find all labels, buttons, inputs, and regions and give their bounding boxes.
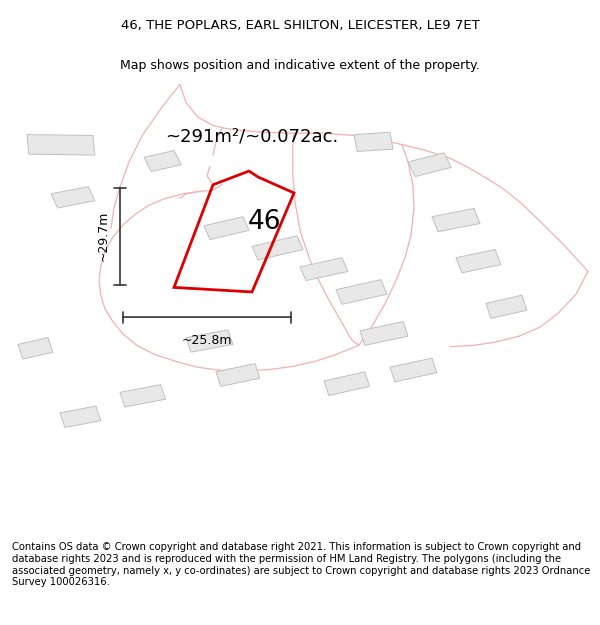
- Polygon shape: [252, 236, 303, 260]
- Polygon shape: [456, 249, 501, 272]
- Polygon shape: [324, 372, 370, 396]
- Text: ~29.7m: ~29.7m: [97, 211, 110, 261]
- Text: Map shows position and indicative extent of the property.: Map shows position and indicative extent…: [120, 59, 480, 72]
- Text: 46: 46: [247, 209, 281, 235]
- Polygon shape: [408, 152, 451, 176]
- Text: Contains OS data © Crown copyright and database right 2021. This information is : Contains OS data © Crown copyright and d…: [12, 542, 590, 587]
- Polygon shape: [120, 384, 166, 407]
- Polygon shape: [186, 330, 233, 352]
- Polygon shape: [432, 209, 480, 232]
- Polygon shape: [144, 151, 181, 171]
- Polygon shape: [300, 258, 348, 281]
- Text: ~25.8m: ~25.8m: [182, 334, 232, 348]
- Polygon shape: [18, 338, 53, 359]
- Polygon shape: [354, 132, 393, 151]
- Polygon shape: [27, 134, 95, 155]
- Polygon shape: [60, 406, 101, 428]
- Polygon shape: [486, 295, 527, 318]
- Polygon shape: [204, 217, 249, 239]
- Text: ~291m²/~0.072ac.: ~291m²/~0.072ac.: [166, 128, 338, 146]
- Polygon shape: [51, 187, 95, 208]
- Polygon shape: [336, 279, 387, 304]
- Text: 46, THE POPLARS, EARL SHILTON, LEICESTER, LE9 7ET: 46, THE POPLARS, EARL SHILTON, LEICESTER…: [121, 19, 479, 32]
- Polygon shape: [390, 358, 437, 382]
- Polygon shape: [360, 322, 408, 346]
- Polygon shape: [216, 364, 260, 386]
